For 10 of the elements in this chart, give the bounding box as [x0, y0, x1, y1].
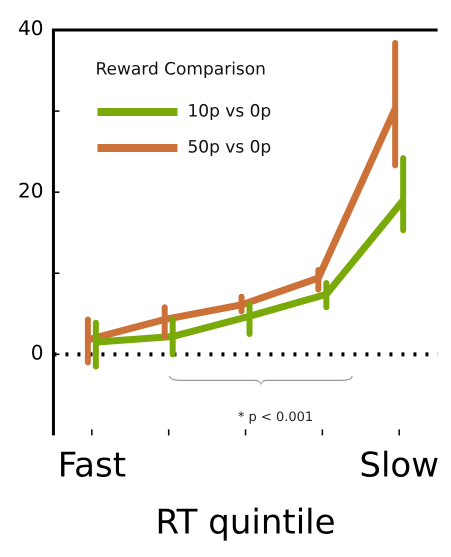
annotation: * p < 0.001 [238, 410, 314, 425]
y-tick-label: 20 [18, 178, 44, 202]
legend-label: 50p vs 0p [187, 137, 272, 158]
x-tick-label: Slow [359, 446, 439, 486]
x-axis-title: RT quintile [156, 502, 336, 542]
x-tick-label: Fast [58, 446, 126, 486]
y-tick-label: 40 [18, 16, 44, 40]
legend-title: Reward Comparison [95, 59, 266, 80]
legend-label: 10p vs 0p [187, 101, 272, 122]
y-tick-label: 0 [30, 340, 44, 365]
